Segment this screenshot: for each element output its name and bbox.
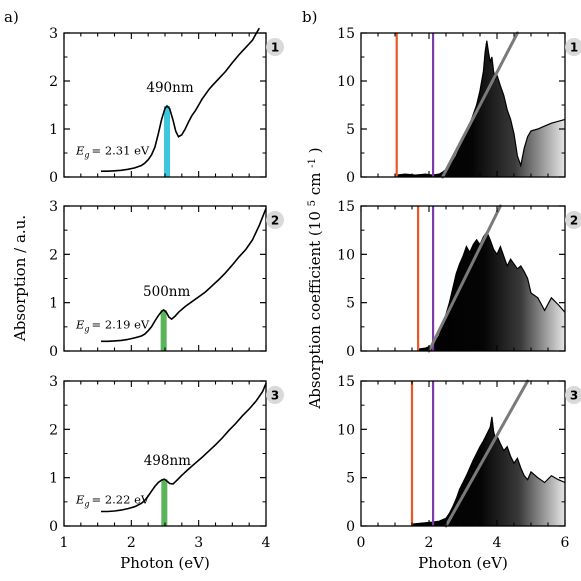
y-tick-label: 5 bbox=[346, 296, 355, 312]
right-y-axis-title-unit-pre: (10 bbox=[306, 211, 324, 236]
subplot-badge-circle bbox=[266, 211, 284, 229]
panel-label-a: a) bbox=[4, 8, 19, 26]
tauc-fit-line bbox=[444, 379, 530, 528]
absorption-area bbox=[418, 232, 565, 351]
y-tick-label: 0 bbox=[346, 170, 355, 186]
y-tick-label: 2 bbox=[49, 74, 58, 90]
peak-wavelength-label: 500nm bbox=[143, 284, 190, 300]
right-y-axis-title-unit-exp: 5 bbox=[307, 200, 318, 206]
subplot-badge-circle bbox=[565, 386, 581, 404]
y-tick-label: 10 bbox=[337, 422, 355, 438]
tauc-fit-line bbox=[427, 204, 502, 353]
y-tick-label: 0 bbox=[346, 519, 355, 535]
panel-b-subplot-3: 0 5 10 15 3 0 2 4 6 Photon (eV) bbox=[337, 374, 581, 572]
subplot-badge-number: 3 bbox=[570, 389, 578, 403]
y-tick-label: 10 bbox=[337, 247, 355, 263]
x-tick-label: 2 bbox=[425, 535, 434, 551]
y-tick-label: 3 bbox=[49, 374, 58, 390]
subplot-badge-number: 2 bbox=[271, 214, 279, 228]
y-tick-label: 1 bbox=[49, 296, 58, 312]
band-gap-subscript: g bbox=[84, 151, 89, 160]
subplot-badge-number: 1 bbox=[570, 41, 578, 55]
subplot-badge-number: 3 bbox=[271, 389, 279, 403]
y-tick-label: 1 bbox=[49, 471, 58, 487]
y-tick-label: 0 bbox=[346, 344, 355, 360]
x-tick-label: 2 bbox=[127, 535, 136, 551]
band-gap-label: Eg = 2.22 eV bbox=[75, 492, 150, 508]
band-gap-symbol: E bbox=[75, 317, 85, 331]
y-tick-label: 5 bbox=[346, 122, 355, 138]
band-gap-label: Eg = 2.19 eV bbox=[75, 317, 150, 333]
absorption-area bbox=[412, 416, 565, 526]
band-gap-subscript: g bbox=[84, 324, 89, 333]
subplot-badge-circle bbox=[565, 38, 581, 56]
y-tick-label: 5 bbox=[346, 471, 355, 487]
right-y-axis-title-unit-mid: cm bbox=[306, 173, 324, 196]
band-gap-subscript: g bbox=[84, 499, 89, 508]
x-axis-title: Photon (eV) bbox=[120, 554, 210, 572]
y-tick-label: 0 bbox=[49, 344, 58, 360]
peak-marker-bar bbox=[160, 309, 167, 351]
x-tick-label: 0 bbox=[357, 535, 366, 551]
absorption-curve bbox=[101, 208, 267, 343]
y-tick-label: 0 bbox=[49, 170, 58, 186]
y-tick-label: 10 bbox=[337, 74, 355, 90]
right-y-axis-title-unit-post: ) bbox=[306, 147, 324, 153]
x-axis-title: Photon (eV) bbox=[418, 554, 508, 572]
right-y-axis-title-unit-exp2: -1 bbox=[307, 158, 318, 168]
panel-a-subplot-1: 490nm Eg = 2.31 eV 0 1 2 3 1 bbox=[49, 26, 284, 186]
band-gap-value: = 2.22 eV bbox=[92, 492, 150, 506]
peak-marker-bar bbox=[164, 105, 171, 177]
y-tick-label: 1 bbox=[49, 122, 58, 138]
x-tick-label: 6 bbox=[561, 535, 570, 551]
subplot-badge-circle bbox=[266, 38, 284, 56]
absorption-outline bbox=[411, 416, 566, 525]
y-tick-label: 15 bbox=[337, 374, 355, 390]
subplot-badge-circle bbox=[565, 211, 581, 229]
left-y-axis-title: Absorption / a.u. bbox=[11, 215, 29, 342]
band-gap-symbol: E bbox=[75, 144, 85, 158]
absorption-area bbox=[396, 40, 565, 178]
y-tick-label: 2 bbox=[49, 422, 58, 438]
absorption-curve bbox=[101, 383, 267, 513]
right-y-axis-title-main: Absorption coefficient bbox=[306, 241, 324, 410]
subplot-badge-number: 2 bbox=[570, 214, 578, 228]
peak-wavelength-label: 498nm bbox=[144, 453, 191, 469]
right-y-axis-title: Absorption coefficient (10 5 cm -1 ) bbox=[306, 147, 324, 409]
y-tick-label: 15 bbox=[337, 26, 355, 42]
panel-a-subplot-2: 500nm Eg = 2.19 eV 0 1 2 3 2 bbox=[49, 199, 284, 360]
y-tick-label: 3 bbox=[49, 26, 58, 42]
x-tick-label: 1 bbox=[60, 535, 69, 551]
y-tick-label: 15 bbox=[337, 199, 355, 215]
x-tick-label: 3 bbox=[194, 535, 203, 551]
band-gap-value: = 2.31 eV bbox=[92, 144, 150, 158]
y-tick-label: 3 bbox=[49, 199, 58, 215]
subplot-badge-number: 1 bbox=[271, 41, 279, 55]
y-tick-label: 0 bbox=[49, 519, 58, 535]
panel-b-subplot-2: 0 5 10 15 2 bbox=[337, 199, 581, 360]
tauc-fit-line bbox=[441, 31, 519, 179]
peak-marker-bar bbox=[161, 479, 168, 526]
band-gap-value: = 2.19 eV bbox=[92, 317, 150, 331]
panel-label-b: b) bbox=[302, 8, 317, 26]
subplot-badge-circle bbox=[266, 386, 284, 404]
x-tick-label: 4 bbox=[262, 535, 271, 551]
absorption-curve bbox=[101, 27, 260, 172]
y-tick-label: 2 bbox=[49, 247, 58, 263]
panel-b-subplot-1: 0 5 10 15 1 bbox=[337, 26, 581, 186]
peak-wavelength-label: 490nm bbox=[146, 80, 193, 96]
x-tick-label: 4 bbox=[493, 535, 502, 551]
band-gap-symbol: E bbox=[75, 492, 85, 506]
band-gap-label: Eg = 2.31 eV bbox=[75, 144, 150, 160]
